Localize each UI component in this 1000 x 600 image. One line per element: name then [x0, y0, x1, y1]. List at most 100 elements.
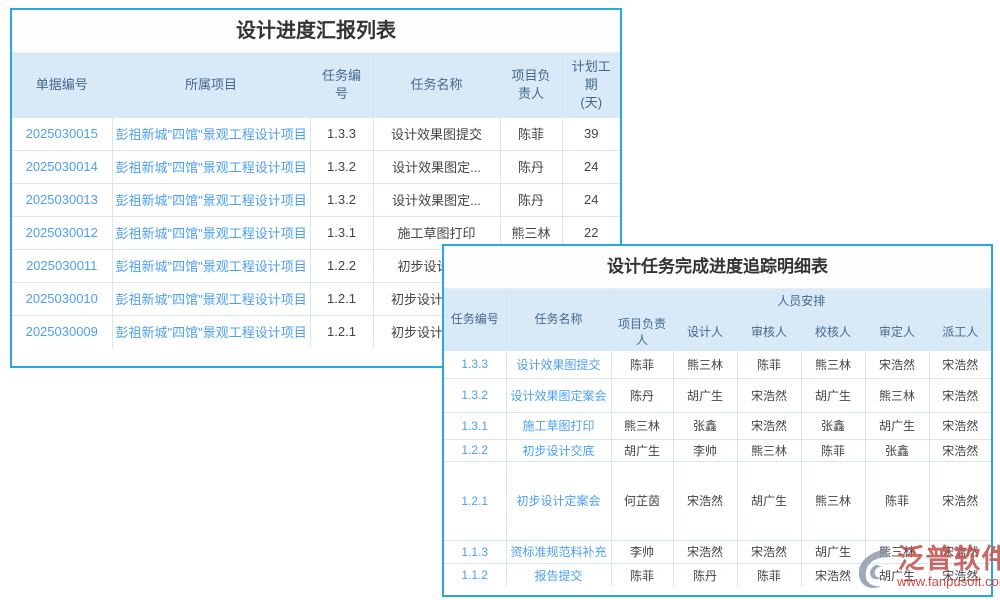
task-no-link[interactable]: 1.3.3	[461, 357, 489, 372]
t2-col-owner: 项目负责 人	[611, 312, 674, 351]
project-link[interactable]: 彭祖新城"四馆"景观工程设计项目	[115, 193, 307, 208]
t2-col-checker: 校核人	[800, 312, 866, 351]
project-link[interactable]: 彭祖新城"四馆"景观工程设计项目	[115, 226, 307, 241]
owner-cell: 熊三林	[499, 215, 563, 250]
t1-col-project: 所属项目	[111, 53, 311, 118]
project-link[interactable]: 彭祖新城"四馆"景观工程设计项目	[115, 259, 307, 274]
task-no-link[interactable]: 1.3.1	[461, 418, 489, 433]
task-no-cell: 1.2.1	[309, 281, 374, 316]
table-row: 1.3.3 设计效果图提交 陈菲 熊三林 陈菲 熊三林 宋浩然 宋浩然	[444, 349, 992, 379]
doc-no-link[interactable]: 2025030010	[25, 291, 98, 306]
doc-no-link[interactable]: 2025030009	[25, 324, 98, 340]
task-name-link[interactable]: 设计效果图定案会	[510, 388, 607, 403]
t2-col-designer: 设计人	[672, 312, 738, 351]
design-progress-report-panel: 设计进度汇报列表 单据编号 所属项目 任务编 号 任务名称 项目负 责人 计划工…	[10, 8, 622, 368]
project-link[interactable]: 彭祖新城"四馆"景观工程设计项目	[115, 127, 307, 142]
task-progress-tracking-table: 任务编号 任务名称 人员安排 项目负责 人 设计人 审核人 校核人 审定人 派工…	[444, 289, 992, 587]
t2-col-dispatcher: 派工人	[928, 312, 992, 351]
task-name-link[interactable]: 施工草图打印	[522, 419, 595, 434]
reviewer-cell: 宋浩然	[736, 539, 802, 564]
dispatcher-cell: 宋浩然	[928, 460, 992, 541]
checker-cell: 胡广生	[800, 377, 866, 413]
task-no-link[interactable]: 1.2.2	[461, 443, 489, 458]
checker-cell: 陈菲	[800, 438, 866, 462]
task-name-link[interactable]: 报告提交	[534, 568, 583, 583]
doc-no-link[interactable]: 2025030013	[25, 192, 98, 207]
owner-cell: 陈丹	[610, 377, 674, 413]
table-row: 1.1.3 资标准规范料补充 李帅 宋浩然 宋浩然 胡广生 熊三林 宋浩然	[444, 539, 992, 564]
table-row: 1.3.1 施工草图打印 熊三林 张鑫 宋浩然 张鑫 胡广生 宋浩然	[444, 411, 992, 440]
checker-cell: 熊三林	[800, 460, 866, 541]
task-name-link[interactable]: 资标准规范料补充	[510, 545, 607, 560]
table-row: 2025030012 彭祖新城"四馆"景观工程设计项目 1.3.1 施工草图打印…	[12, 215, 620, 250]
task-name-cell: 设计效果图定...	[372, 182, 501, 217]
project-link[interactable]: 彭祖新城"四馆"景观工程设计项目	[115, 325, 307, 341]
reviewer-cell: 宋浩然	[736, 411, 802, 440]
doc-no-link[interactable]: 2025030012	[25, 225, 98, 240]
t2-col-reviewer: 审核人	[736, 312, 802, 351]
task-no-link[interactable]: 1.2.1	[461, 493, 489, 508]
t1-col-task-no: 任务编 号	[309, 53, 374, 118]
dispatcher-cell: 宋浩然	[928, 411, 992, 440]
approver-cell: 熊三林	[864, 377, 930, 413]
checker-cell: 熊三林	[800, 349, 866, 379]
task-no-cell: 1.3.2	[309, 149, 374, 184]
dispatcher-cell: 宋浩然	[928, 377, 992, 413]
table-row: 2025030014 彭祖新城"四馆"景观工程设计项目 1.3.2 设计效果图定…	[12, 149, 620, 184]
table-row: 2025030013 彭祖新城"四馆"景观工程设计项目 1.3.2 设计效果图定…	[12, 182, 620, 217]
table-row: 1.2.1 初步设计定案会 何芷茵 宋浩然 胡广生 熊三林 陈菲 宋浩然	[444, 460, 992, 541]
task-no-link[interactable]: 1.1.3	[461, 544, 489, 559]
owner-cell: 陈菲	[610, 349, 674, 379]
designer-cell: 胡广生	[672, 377, 738, 413]
table-row: 2025030015 彭祖新城"四馆"景观工程设计项目 1.3.3 设计效果图提…	[12, 116, 620, 151]
reviewer-cell: 陈菲	[736, 349, 802, 379]
owner-cell: 陈菲	[610, 562, 674, 587]
task-name-cell: 设计效果图提交	[372, 116, 501, 151]
designer-cell: 宋浩然	[672, 539, 738, 564]
project-link[interactable]: 彭祖新城"四馆"景观工程设计项目	[115, 160, 307, 175]
doc-no-link[interactable]: 2025030011	[26, 258, 98, 273]
t2-col-group-personnel: 人员安排	[610, 289, 992, 314]
task-name-link[interactable]: 初步设计交底	[522, 443, 595, 458]
owner-cell: 熊三林	[610, 411, 674, 440]
reviewer-cell: 宋浩然	[736, 377, 802, 413]
owner-cell: 陈丹	[499, 182, 563, 217]
designer-cell: 熊三林	[672, 349, 738, 379]
dispatcher-cell: 宋浩然	[928, 438, 992, 462]
dispatcher-cell: 宋浩然	[928, 349, 992, 379]
doc-no-link[interactable]: 2025030015	[25, 126, 98, 141]
reviewer-cell: 胡广生	[736, 460, 802, 541]
t1-col-days: 计划工 期 (天)	[561, 53, 620, 118]
approver-cell: 陈菲	[864, 460, 930, 541]
checker-cell: 宋浩然	[800, 562, 866, 587]
designer-cell: 李帅	[672, 438, 738, 462]
task-no-cell: 1.3.2	[309, 182, 374, 217]
dispatcher-cell: 宋浩然	[928, 562, 992, 587]
t2-col-approver: 审定人	[864, 312, 930, 351]
owner-cell: 何芷茵	[610, 460, 674, 541]
t2-col-task-name: 任务名称	[505, 289, 612, 351]
owner-cell: 陈丹	[499, 149, 563, 184]
task-no-link[interactable]: 1.3.2	[461, 388, 489, 403]
reviewer-cell: 熊三林	[736, 438, 802, 462]
doc-no-link[interactable]: 2025030014	[25, 159, 98, 174]
t1-col-task-name: 任务名称	[372, 53, 501, 118]
t1-col-doc-no: 单据编号	[12, 53, 113, 118]
task-no-cell: 1.3.1	[309, 215, 374, 250]
task-name-link[interactable]: 初步设计定案会	[516, 494, 601, 509]
task-no-cell: 1.2.1	[309, 314, 374, 348]
checker-cell: 胡广生	[800, 539, 866, 564]
project-link[interactable]: 彭祖新城"四馆"景观工程设计项目	[115, 292, 307, 307]
table-row: 1.3.2 设计效果图定案会 陈丹 胡广生 宋浩然 胡广生 熊三林 宋浩然	[444, 377, 992, 413]
designer-cell: 宋浩然	[672, 460, 738, 541]
table1-title: 设计进度汇报列表	[12, 10, 620, 53]
days-cell: 39	[561, 116, 620, 151]
reviewer-cell: 陈菲	[736, 562, 802, 587]
days-cell: 22	[561, 215, 620, 250]
task-name-link[interactable]: 设计效果图提交	[516, 357, 601, 372]
t1-col-owner: 项目负 责人	[499, 53, 563, 118]
task-no-link[interactable]: 1.1.2	[461, 568, 489, 583]
owner-cell: 陈菲	[499, 116, 563, 151]
owner-cell: 胡广生	[610, 438, 674, 462]
task-name-cell: 设计效果图定...	[372, 149, 501, 184]
